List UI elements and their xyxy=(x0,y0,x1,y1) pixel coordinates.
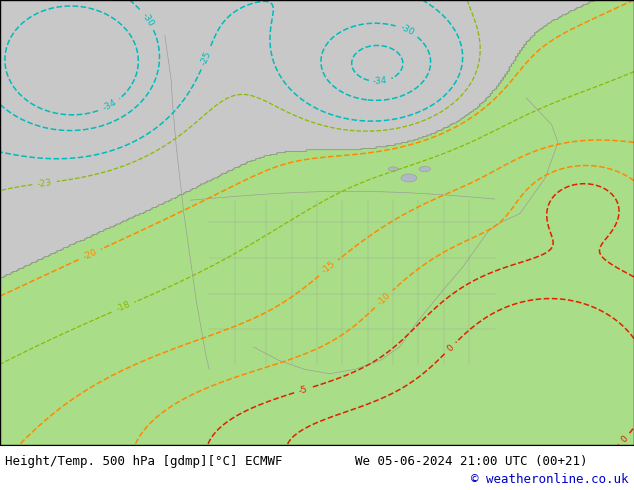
Text: 0: 0 xyxy=(445,343,455,353)
Text: -23: -23 xyxy=(37,178,53,189)
Text: -5: -5 xyxy=(297,384,309,395)
Ellipse shape xyxy=(388,167,398,172)
Text: -15: -15 xyxy=(320,260,337,276)
Text: © weatheronline.co.uk: © weatheronline.co.uk xyxy=(472,473,629,487)
Text: -30: -30 xyxy=(139,11,155,28)
Text: -20: -20 xyxy=(81,247,98,262)
Text: We 05-06-2024 21:00 UTC (00+21): We 05-06-2024 21:00 UTC (00+21) xyxy=(355,455,588,468)
Text: 0: 0 xyxy=(619,434,630,444)
Text: -18: -18 xyxy=(114,300,131,314)
Text: -30: -30 xyxy=(399,23,416,38)
Text: -34: -34 xyxy=(101,98,118,113)
Text: -34: -34 xyxy=(372,76,387,86)
Ellipse shape xyxy=(401,174,417,182)
Text: -10: -10 xyxy=(375,291,392,307)
Text: Height/Temp. 500 hPa [gdmp][°C] ECMWF: Height/Temp. 500 hPa [gdmp][°C] ECMWF xyxy=(5,455,283,468)
Ellipse shape xyxy=(419,167,430,172)
Text: -25: -25 xyxy=(199,49,213,67)
